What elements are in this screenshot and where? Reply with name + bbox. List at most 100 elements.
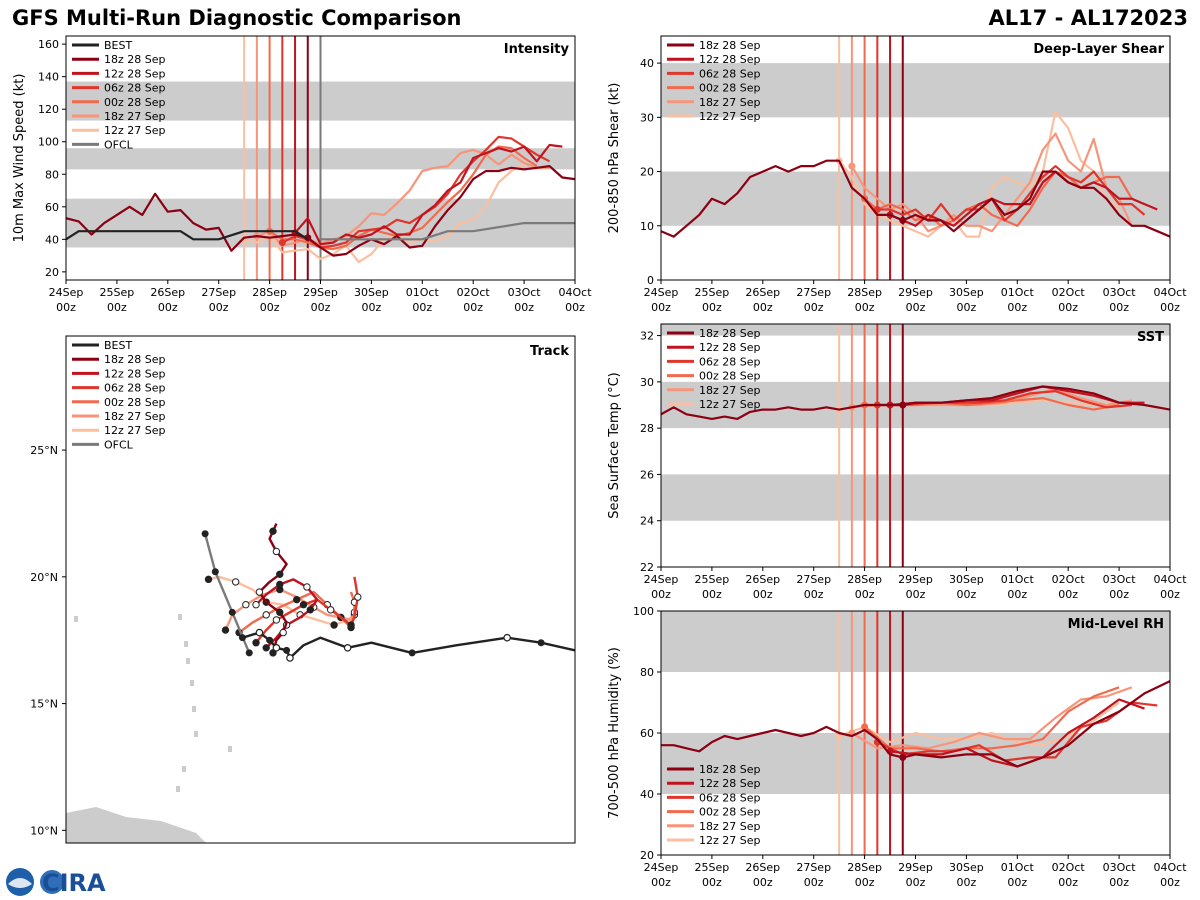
legend-label-06z-28-sep: 06z 28 Sep bbox=[699, 791, 761, 804]
track-point-12z-28-sep bbox=[252, 601, 260, 609]
rh-xtick-day: 27Sep bbox=[796, 861, 831, 874]
track-point-18z-28-sep bbox=[276, 570, 284, 578]
track-point-12z-28-sep bbox=[303, 583, 311, 591]
rh-xtick-hour: 00z bbox=[1160, 876, 1180, 889]
rh-ytick-label: 100 bbox=[633, 605, 654, 618]
rh-series-00z-28-sep bbox=[863, 686, 1120, 753]
legend-label-12z-28-sep: 12z 28 Sep bbox=[104, 67, 166, 80]
rh-xtick-hour: 00z bbox=[855, 876, 875, 889]
sst-xtick-hour: 00z bbox=[906, 588, 926, 601]
track-point-best bbox=[537, 639, 545, 647]
legend-label-12z-28-sep: 12z 28 Sep bbox=[699, 53, 761, 66]
sst-panel: 22 24 26 28 30 32 Sea Surface Temp (°C) 24Sep 00… bbox=[607, 323, 1187, 601]
shear-plot-area bbox=[661, 36, 1170, 280]
track-point-18z-27-sep bbox=[221, 626, 230, 634]
shear-ytick-label: 0 bbox=[647, 274, 654, 287]
track-point-18z-28-sep bbox=[255, 588, 264, 596]
track-point-best bbox=[255, 628, 264, 637]
sst-xtick-hour: 00z bbox=[1160, 588, 1180, 601]
sst-xtick-day: 03Oct bbox=[1103, 573, 1137, 586]
track-title: Track bbox=[530, 344, 569, 359]
sst-xtick-hour: 00z bbox=[702, 588, 722, 601]
track-point-12z-27-sep bbox=[231, 578, 240, 586]
sst-ytick-label: 28 bbox=[640, 422, 654, 435]
shear-xtick-day: 04Oct bbox=[1153, 286, 1187, 299]
shear-xtick-hour: 00z bbox=[855, 301, 875, 314]
rh-xtick-day: 26Sep bbox=[745, 861, 780, 874]
shear-xtick-day: 26Sep bbox=[745, 286, 780, 299]
shear-band-0 bbox=[661, 171, 1170, 226]
intensity-series-ofcl bbox=[320, 222, 575, 241]
intensity-ytick-label: 100 bbox=[38, 136, 59, 149]
sst-ytick-label: 24 bbox=[640, 515, 654, 528]
sst-series-18z-28-sep bbox=[661, 385, 1170, 420]
intensity-xtick-day: 04Oct bbox=[558, 286, 592, 299]
sst-marker-18z-28-sep bbox=[899, 401, 907, 409]
sst-xtick-hour: 00z bbox=[855, 588, 875, 601]
intensity-ytick-label: 60 bbox=[45, 201, 59, 214]
legend-label-18z-28-sep: 18z 28 Sep bbox=[104, 53, 166, 66]
rh-xtick-hour: 00z bbox=[753, 876, 773, 889]
legend-label-18z-27-sep: 18z 27 Sep bbox=[104, 410, 166, 423]
rh-xtick-hour: 00z bbox=[651, 876, 671, 889]
track-point-00z-28-sep bbox=[262, 611, 270, 619]
intensity-xtick-hour: 00z bbox=[412, 301, 432, 314]
track-point-best bbox=[272, 644, 281, 652]
track-ytick-label: 15°N bbox=[30, 698, 58, 711]
track-ytick-label: 10°N bbox=[30, 824, 58, 837]
track-point-12z-28-sep bbox=[276, 580, 284, 589]
intensity-marker-06z-28-sep bbox=[278, 239, 286, 247]
track-point-06z-28-sep bbox=[326, 606, 335, 614]
legend-label-12z-27-sep: 12z 27 Sep bbox=[699, 398, 761, 411]
intensity-ytick-label: 140 bbox=[38, 71, 59, 84]
shear-xtick-hour: 00z bbox=[906, 301, 926, 314]
rh-series-18z-27-sep bbox=[851, 686, 1133, 750]
legend-label-00z-28-sep: 00z 28 Sep bbox=[699, 806, 761, 819]
intensity-series-best bbox=[66, 230, 309, 241]
rh-xtick-day: 24Sep bbox=[644, 861, 679, 874]
intensity-xtick-hour: 00z bbox=[463, 301, 483, 314]
rh-xtick-hour: 00z bbox=[702, 876, 722, 889]
track-island-6 bbox=[194, 731, 198, 737]
rh-ytick-label: 40 bbox=[640, 788, 654, 801]
rh-xtick-day: 28Sep bbox=[847, 861, 882, 874]
shear-xtick-hour: 00z bbox=[753, 301, 773, 314]
rh-xtick-day: 04Oct bbox=[1153, 861, 1187, 874]
legend-label-18z-27-sep: 18z 27 Sep bbox=[104, 110, 166, 123]
track-frame bbox=[65, 335, 576, 844]
shear-xtick-day: 25Sep bbox=[695, 286, 730, 299]
shear-marker-18z-28-sep bbox=[899, 216, 907, 224]
track-point-06z-28-sep bbox=[252, 639, 260, 647]
legend-label-18z-27-sep: 18z 27 Sep bbox=[699, 820, 761, 833]
track-point-ofcl bbox=[211, 568, 219, 576]
track-point-18z-28-sep bbox=[269, 527, 277, 535]
intensity-ytick-label: 120 bbox=[38, 103, 59, 116]
track-point-06z-28-sep bbox=[272, 616, 281, 624]
intensity-title: Intensity bbox=[504, 42, 570, 57]
track-ytick-label: 25°N bbox=[30, 444, 58, 457]
globe-icon bbox=[40, 870, 64, 894]
track-point-06z-28-sep bbox=[354, 593, 362, 601]
legend-label-ofcl: OFCL bbox=[104, 438, 134, 451]
sst-xtick-hour: 00z bbox=[1007, 588, 1027, 601]
rh-xtick-day: 25Sep bbox=[695, 861, 730, 874]
intensity-xtick-day: 03Oct bbox=[508, 286, 542, 299]
track-point-06z-28-sep bbox=[347, 621, 355, 629]
rh-panel: 20 40 60 80 100 700-500 hPa Humidity (%) 24Sep… bbox=[607, 605, 1187, 889]
shear-marker-18z-27-sep bbox=[848, 162, 856, 170]
rh-xtick-day: 29Sep bbox=[898, 861, 933, 874]
shear-xtick-hour: 00z bbox=[1109, 301, 1129, 314]
rh-xtick-day: 03Oct bbox=[1103, 861, 1137, 874]
rh-title: Mid-Level RH bbox=[1068, 617, 1164, 632]
shear-xtick-hour: 00z bbox=[702, 301, 722, 314]
track-island-1 bbox=[178, 614, 182, 620]
legend-label-ofcl: OFCL bbox=[104, 138, 134, 151]
track-plot-area bbox=[66, 523, 575, 843]
shear-xtick-hour: 00z bbox=[1058, 301, 1078, 314]
rh-band-0 bbox=[661, 733, 1170, 794]
intensity-ytick-label: 40 bbox=[45, 233, 59, 246]
sst-ytick-label: 32 bbox=[640, 330, 654, 343]
track-series-best bbox=[242, 631, 575, 660]
sst-plot-area bbox=[661, 324, 1170, 567]
